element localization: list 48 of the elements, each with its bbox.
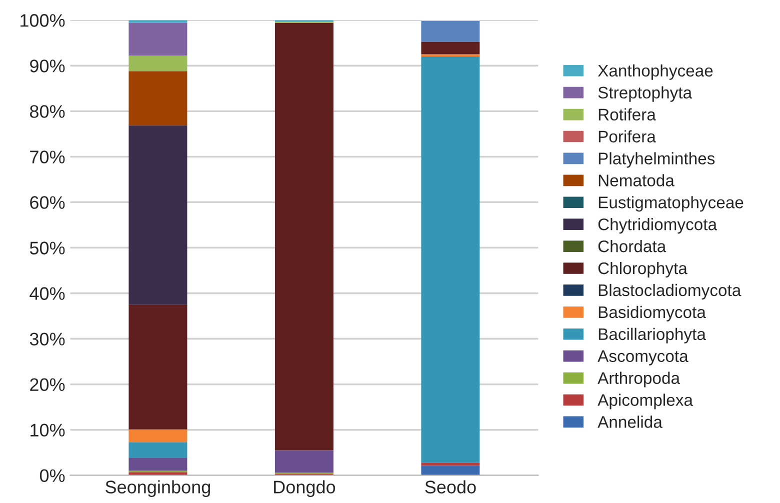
y-tick-label: 10% (30, 424, 65, 437)
x-tick-label: Seodo (425, 480, 476, 494)
legend-label: Annelida (598, 416, 662, 428)
y-tick-label: 50% (30, 242, 65, 254)
bar (421, 42, 480, 54)
bar (128, 472, 188, 476)
bar (274, 22, 334, 450)
y-tick-label: 20% (30, 378, 65, 392)
bar (128, 71, 188, 126)
legend-label: Ascomycota (598, 350, 688, 366)
bar (274, 450, 334, 473)
bar (128, 22, 188, 56)
legend-label: Xanthophyceae (598, 64, 713, 80)
x-tick-label: Seonginbong (106, 480, 210, 498)
bar (128, 20, 188, 23)
legend-label: Bacillariophyta (598, 328, 706, 344)
bar (128, 429, 188, 442)
bar (128, 442, 188, 458)
legend-label: Porifera (598, 130, 656, 142)
bar (128, 304, 188, 430)
y-tick-label: 40% (30, 287, 65, 300)
bar (421, 465, 480, 476)
bar (128, 125, 188, 305)
y-tick-label: 80% (30, 105, 65, 118)
y-tick-label: 100% (20, 14, 65, 27)
bar (128, 56, 188, 72)
legend-label: Basidiomycota (598, 306, 706, 322)
y-tick-label: 90% (30, 60, 65, 72)
bar (128, 458, 188, 471)
x-tick-label: Dongdo (274, 480, 336, 498)
legend-label: Streptophyta (598, 86, 692, 102)
legend-label: Arthropoda (598, 372, 680, 388)
legend-label: Chordata (598, 240, 666, 252)
legend-label: Chlorophyta (598, 262, 688, 278)
legend-label: Apicomplexa (598, 394, 693, 410)
legend-label: Rotifera (598, 108, 656, 120)
legend-label: Eustigmatophyceae (598, 196, 744, 212)
legend-label: Platyhelminthes (598, 152, 715, 168)
legend-label: Chytridiomycota (598, 218, 718, 234)
y-tick-label: 60% (30, 196, 65, 209)
bar (421, 21, 480, 42)
y-tick-label: 70% (30, 150, 65, 164)
y-tick-label: 30% (30, 332, 65, 346)
bar (421, 56, 480, 463)
y-tick-label: 0% (40, 469, 65, 482)
legend-label: Nematoda (598, 174, 674, 186)
legend-label: Blastocladiomycota (598, 284, 742, 300)
bar (421, 462, 480, 466)
